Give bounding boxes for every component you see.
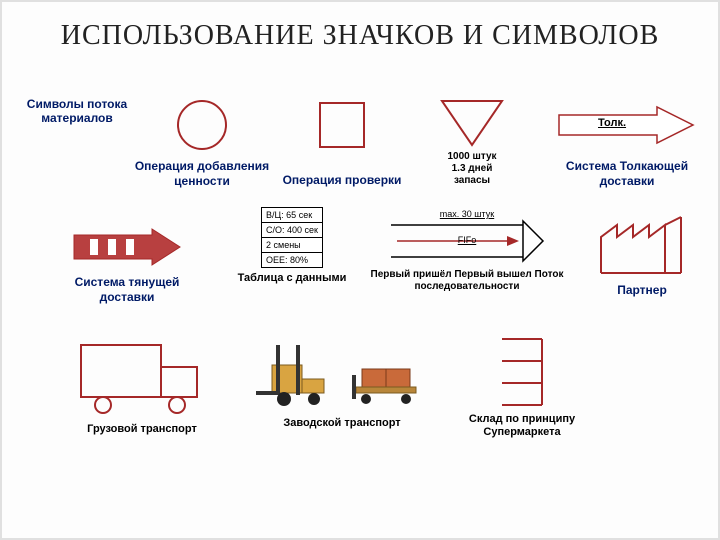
pull-arrow-icon xyxy=(72,227,182,267)
symbol-circle xyxy=(142,97,262,153)
push-label: Система Толкающей доставки xyxy=(552,159,702,189)
push-caption: Система Толкающей доставки xyxy=(552,159,702,189)
factory-icon xyxy=(597,213,687,277)
symbol-push-arrow: Толк. xyxy=(552,103,702,147)
symbol-shelf xyxy=(462,335,582,409)
pull-label: Система тянущей доставки xyxy=(52,275,202,305)
fifo-top: max. 30 штук xyxy=(382,209,552,219)
square-icon xyxy=(316,99,368,151)
page-title: ИСПОЛЬЗОВАНИЕ ЗНАЧКОВ И СИМВОЛОВ xyxy=(2,2,718,62)
symbol-pull-arrow xyxy=(62,227,192,267)
symbol-forklift xyxy=(242,335,442,415)
forklift-label: Заводской транспорт xyxy=(252,417,432,430)
data-table: В/Ц: 65 сек С/О: 400 сек 2 смены ОЕЕ: 80… xyxy=(261,207,323,268)
symbol-data-table: В/Ц: 65 сек С/О: 400 сек 2 смены ОЕЕ: 80… xyxy=(232,207,352,285)
push-arrow-text: Толк. xyxy=(598,117,626,129)
truck-caption: Грузовой транспорт xyxy=(52,423,232,436)
forklift-caption: Заводской транспорт xyxy=(252,417,432,430)
triangle-l3: запасы xyxy=(422,175,522,187)
triangle-l1: 1000 штук xyxy=(422,151,522,163)
symbol-truck xyxy=(62,337,222,417)
fifo-caption: Первый пришёл Первый вышел Поток последо… xyxy=(362,269,572,293)
table-r2: С/О: 400 сек xyxy=(262,223,323,238)
push-arrow-icon xyxy=(557,103,697,147)
diagram-grid: Символы потока материалов Операция добав… xyxy=(22,97,698,523)
symbol-fifo: max. 30 штук FIFo xyxy=(382,209,552,273)
square-label: Операция проверки xyxy=(272,173,412,188)
partner-label: Партнер xyxy=(582,283,702,298)
truck-icon xyxy=(77,337,207,417)
circle-caption: Операция добавления ценности xyxy=(122,159,282,189)
table-r4: ОЕЕ: 80% xyxy=(262,253,323,268)
header-label: Символы потока материалов xyxy=(22,97,132,125)
truck-label: Грузовой транспорт xyxy=(52,423,232,436)
shelf-icon xyxy=(492,335,552,409)
circle-label: Операция добавления ценности xyxy=(122,159,282,189)
shelf-caption: Склад по принципу Супермаркета xyxy=(442,413,602,439)
table-caption: Таблица с данными xyxy=(232,272,352,285)
circle-icon xyxy=(174,97,230,153)
fifo-label: Первый пришёл Первый вышел Поток последо… xyxy=(362,269,572,293)
triangle-l2: 1.3 дней xyxy=(422,163,522,175)
forklift-icon xyxy=(252,335,432,415)
square-caption: Операция проверки xyxy=(272,173,412,188)
triangle-icon xyxy=(437,97,507,149)
symbol-partner xyxy=(582,213,702,277)
table-r3: 2 смены xyxy=(262,238,323,253)
header-text: Символы потока материалов xyxy=(22,97,132,125)
symbol-triangle xyxy=(422,97,522,149)
triangle-caption: 1000 штук 1.3 дней запасы xyxy=(422,151,522,187)
shelf-label: Склад по принципу Супермаркета xyxy=(442,413,602,439)
pull-caption: Система тянущей доставки xyxy=(52,275,202,305)
partner-caption: Партнер xyxy=(582,283,702,298)
fifo-mid: FIFo xyxy=(382,235,552,245)
table-r1: В/Ц: 65 сек xyxy=(262,208,323,223)
symbol-square xyxy=(292,99,392,151)
